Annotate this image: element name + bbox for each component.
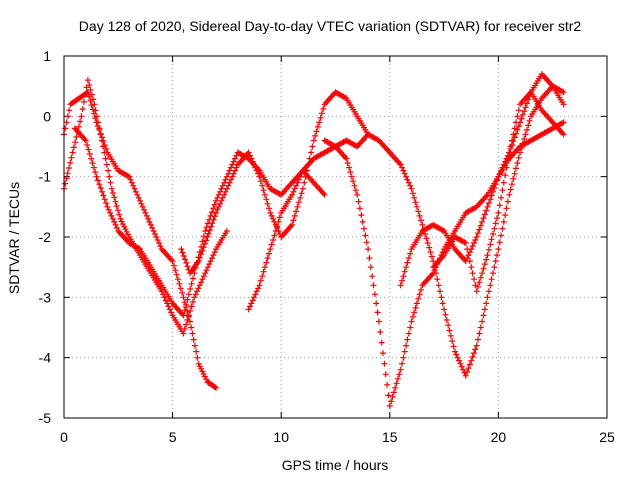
y-tick-label: -1	[39, 169, 52, 185]
y-tick-labels: -5 -4 -3 -2 -1 0 1	[39, 48, 52, 426]
series-markers	[245, 119, 567, 409]
x-tick-labels: 0 5 10 15 20 25	[60, 429, 615, 445]
chart-title: Day 128 of 2020, Sidereal Day-to-day VTE…	[79, 18, 582, 34]
x-tick-label: 0	[60, 429, 68, 445]
y-tick-label: -3	[39, 289, 52, 305]
y-tick-label: -5	[39, 410, 52, 426]
series-sat-h	[430, 89, 567, 295]
x-axis-label: GPS time / hours	[282, 457, 389, 473]
y-tick-label: -2	[39, 229, 52, 245]
plot-frame	[63, 55, 608, 419]
series-markers	[178, 89, 372, 277]
series-sat-d	[178, 89, 372, 277]
series-sat-e	[245, 119, 567, 409]
x-tick-label: 5	[169, 429, 177, 445]
x-tick-label: 20	[491, 429, 507, 445]
y-tick-label: 1	[43, 48, 51, 64]
series-markers	[430, 89, 567, 295]
y-axis-label: SDTVAR / TECUs	[6, 182, 22, 294]
y-tick-label: 0	[43, 108, 51, 124]
x-tick-label: 25	[599, 429, 615, 445]
x-tick-label: 10	[273, 429, 289, 445]
x-tick-label: 15	[382, 429, 398, 445]
y-tick-label: -4	[39, 350, 52, 366]
